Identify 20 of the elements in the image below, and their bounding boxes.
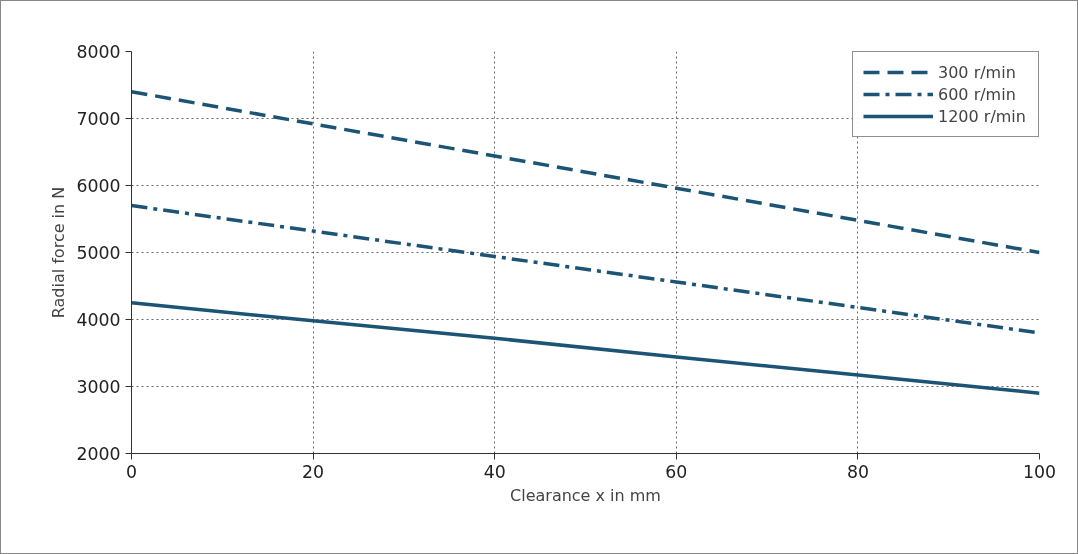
y-tick-label: 7000 [76,109,121,129]
x-tick-label: 0 [125,461,138,482]
legend-label: 600 r/min [938,84,1017,104]
y-tick-label: 8000 [76,42,121,62]
legend-label: 300 r/min [938,62,1017,82]
x-tick-label: 100 [1022,461,1057,482]
x-tick-label: 80 [846,461,869,482]
y-tick-label: 4000 [76,310,121,330]
x-tick-label: 60 [665,461,688,482]
line-series [131,301,1040,395]
x-axis-title: Clearance x in mm [510,485,661,505]
y-tick-label: 2000 [76,444,121,464]
y-tick-label: 3000 [76,377,121,397]
y-tick-label: 6000 [76,176,121,196]
line-series [131,89,1040,255]
legend-label: 1200 r/min [938,106,1027,126]
y-tick-label: 5000 [76,243,121,263]
y-axis-title: Radial force in N [49,186,69,319]
x-tick-label: 20 [302,461,325,482]
x-tick-label: 40 [483,461,506,482]
